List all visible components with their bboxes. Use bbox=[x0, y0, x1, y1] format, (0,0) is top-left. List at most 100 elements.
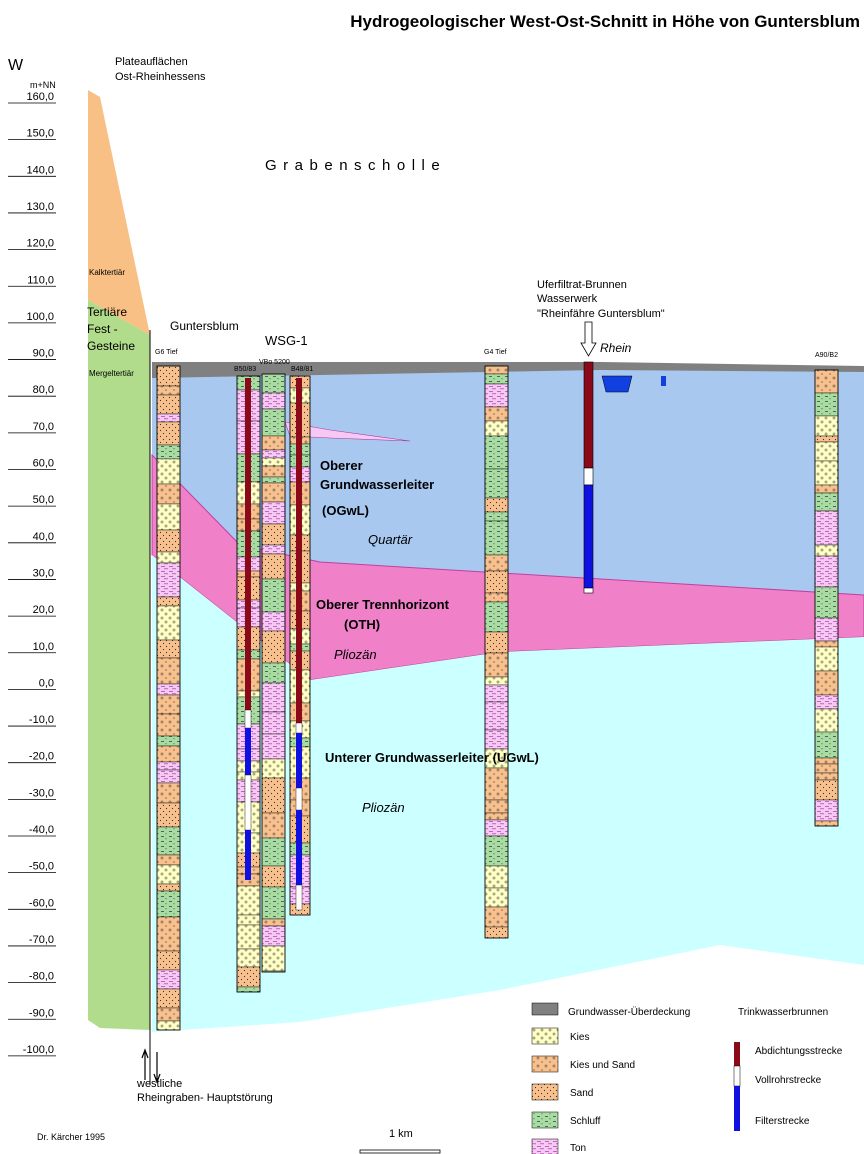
fest-label: Tertiäre bbox=[87, 305, 127, 319]
lithology-segment bbox=[157, 640, 180, 658]
lithology-segment bbox=[815, 671, 838, 695]
lithology-segment bbox=[815, 485, 838, 493]
lithology-segment bbox=[157, 386, 180, 395]
legend-swatch bbox=[532, 1003, 558, 1015]
wsg-label: WSG-1 bbox=[265, 333, 308, 348]
tick-label: -50,0 bbox=[29, 861, 54, 873]
tick-label: -40,0 bbox=[29, 824, 54, 836]
lithology-segment bbox=[262, 393, 285, 409]
well-filter bbox=[584, 485, 593, 588]
well-name: VBo 5200 bbox=[259, 359, 290, 366]
legend-swatch bbox=[532, 1028, 558, 1044]
legend-label: Kies und Sand bbox=[570, 1060, 635, 1071]
legend-label: Schluff bbox=[570, 1116, 601, 1127]
lithology-segment bbox=[262, 502, 285, 524]
lithology-segment bbox=[485, 555, 508, 571]
plateau-label: Plateauflächen bbox=[115, 56, 188, 68]
legend-well-title: Trinkwasserbrunnen bbox=[738, 1007, 828, 1018]
unit: m+NN bbox=[30, 80, 56, 90]
lithology-segment bbox=[815, 442, 838, 461]
lithology-segment bbox=[485, 436, 508, 469]
legend-label: Kies bbox=[570, 1032, 589, 1043]
legend-swatch bbox=[532, 1112, 558, 1128]
lithology-segment bbox=[485, 677, 508, 685]
lithology-segment bbox=[262, 612, 285, 631]
title: Hydrogeologischer West-Ost-Schnitt in Hö… bbox=[350, 12, 860, 31]
lithology-segment bbox=[485, 421, 508, 436]
tick-label: -100,0 bbox=[23, 1044, 54, 1056]
lithology-segment bbox=[262, 759, 285, 778]
lithology-segment bbox=[262, 466, 285, 477]
lithology-segment bbox=[262, 778, 285, 813]
lithology-segment bbox=[485, 702, 508, 730]
lithology-segment bbox=[815, 618, 838, 641]
lithology-segment bbox=[157, 736, 180, 746]
lithology-segment bbox=[262, 477, 285, 483]
tick-label: -80,0 bbox=[29, 971, 54, 983]
lithology-segment bbox=[815, 695, 838, 709]
lithology-segment bbox=[157, 459, 180, 484]
river-channel bbox=[602, 376, 632, 392]
lithology-segment bbox=[485, 866, 508, 888]
lithology-segment bbox=[815, 764, 838, 773]
lithology-segment bbox=[157, 989, 180, 1008]
lithology-segment bbox=[485, 888, 508, 907]
ogwl-label: Grundwasserleiter bbox=[320, 477, 434, 492]
tick-label: 30,0 bbox=[33, 567, 54, 579]
lithology-segment bbox=[815, 556, 838, 587]
legend-label: Ton bbox=[570, 1143, 586, 1154]
legend-seal bbox=[734, 1042, 740, 1066]
river-label: Rhein bbox=[600, 341, 632, 355]
ogwl-age: Quartär bbox=[368, 532, 413, 547]
lithology-segment bbox=[815, 461, 838, 485]
well-name: B50/83 bbox=[234, 366, 256, 373]
lithology-segment bbox=[157, 891, 180, 917]
well-name: G6 Tief bbox=[155, 349, 178, 356]
town-label: Guntersblum bbox=[170, 319, 239, 333]
tick-label: -20,0 bbox=[29, 751, 54, 763]
lithology-segment bbox=[815, 370, 838, 393]
lithology-segment bbox=[815, 641, 838, 647]
well-name: A90/B2 bbox=[815, 352, 838, 359]
lithology-segment bbox=[157, 552, 180, 563]
lithology-segment bbox=[485, 730, 508, 749]
lithology-segment bbox=[262, 813, 285, 838]
lithology-segment bbox=[485, 800, 508, 813]
fault-label: Rheingraben- Hauptstörung bbox=[137, 1092, 273, 1104]
lithology-segment bbox=[485, 366, 508, 374]
well-sump bbox=[584, 588, 593, 593]
lithology-segment bbox=[815, 587, 838, 618]
lithology-segment bbox=[485, 469, 508, 498]
tick-label: -70,0 bbox=[29, 934, 54, 946]
lithology-segment bbox=[157, 884, 180, 891]
lithology-segment bbox=[157, 803, 180, 827]
legend-label: Grundwasser-Überdeckung bbox=[568, 1006, 690, 1018]
section: 160,0150,0140,0130,0120,0110,0100,090,08… bbox=[0, 0, 864, 1154]
tick-label: 110,0 bbox=[27, 274, 54, 286]
lithology-segment bbox=[157, 366, 180, 386]
lithology-segment bbox=[237, 925, 260, 949]
tick-label: 130,0 bbox=[26, 201, 54, 213]
lithology-segment bbox=[485, 374, 508, 384]
river-channel-small bbox=[661, 376, 666, 386]
casing-blank bbox=[245, 775, 251, 830]
lithology-segment bbox=[485, 593, 508, 602]
ogwl-label: Oberer bbox=[320, 458, 363, 473]
fest-label: Fest - bbox=[87, 322, 118, 336]
lithology-segment bbox=[485, 384, 508, 407]
lithology-segment bbox=[262, 554, 285, 579]
lithology-segment bbox=[157, 970, 180, 989]
lithology-segment bbox=[815, 780, 838, 800]
lithology-segment bbox=[157, 597, 180, 606]
lithology-segment bbox=[262, 374, 285, 393]
casing-filter bbox=[296, 810, 302, 885]
lithology-segment bbox=[157, 1021, 180, 1030]
lithology-segment bbox=[262, 866, 285, 887]
legend-well-part: Filterstrecke bbox=[755, 1116, 810, 1127]
lithology-segment bbox=[485, 632, 508, 653]
lithology-segment bbox=[157, 658, 180, 684]
lithology-segment bbox=[157, 951, 180, 970]
lithology-segment bbox=[485, 512, 508, 521]
tick-label: 120,0 bbox=[26, 238, 54, 250]
tick-label: -90,0 bbox=[29, 1007, 54, 1019]
